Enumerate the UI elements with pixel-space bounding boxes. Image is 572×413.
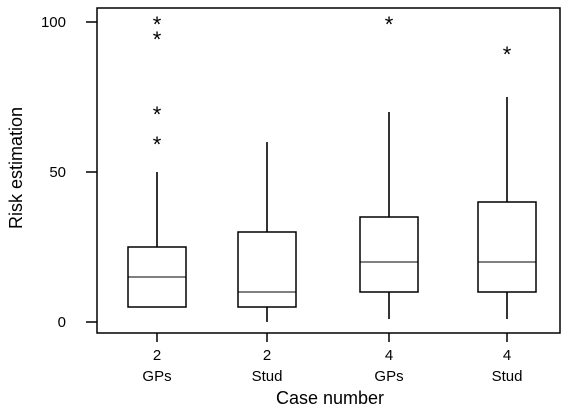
box-group (237, 142, 297, 322)
box-iqr (237, 231, 297, 308)
x-axis: 2 GPs 2 Stud 4 GPs 4 Stud (142, 333, 522, 385)
outlier-point: * (153, 12, 162, 37)
outlier-point: * (503, 42, 512, 67)
outlier-point: * (385, 12, 394, 37)
plot-frame (96, 7, 561, 334)
box-group: * (359, 12, 419, 319)
y-tick-label: 100 (41, 14, 66, 31)
x-tick-label-case: 2 (153, 347, 161, 364)
boxes-layer: **** ** (127, 12, 537, 322)
box-group: **** (127, 12, 187, 308)
y-tick-label: 50 (49, 164, 66, 181)
x-tick-label-case: 4 (385, 347, 393, 364)
box-iqr (477, 201, 537, 293)
x-tick-label-group: GPs (142, 368, 171, 385)
x-tick-label-group: Stud (252, 368, 283, 385)
x-tick-label-group: GPs (374, 368, 403, 385)
x-tick-label-group: Stud (492, 368, 523, 385)
x-tick-label-case: 2 (263, 347, 271, 364)
y-axis-title: Risk estimation (6, 107, 26, 229)
box-iqr (359, 216, 419, 293)
y-tick-label: 0 (58, 314, 66, 331)
x-tick-label-case: 4 (503, 347, 511, 364)
x-axis-title: Case number (276, 388, 384, 408)
outlier-point: * (153, 27, 162, 52)
outlier-point: * (153, 132, 162, 157)
outlier-point: * (153, 102, 162, 127)
y-axis: 0 50 100 (41, 14, 97, 331)
box-group: * (477, 42, 537, 319)
